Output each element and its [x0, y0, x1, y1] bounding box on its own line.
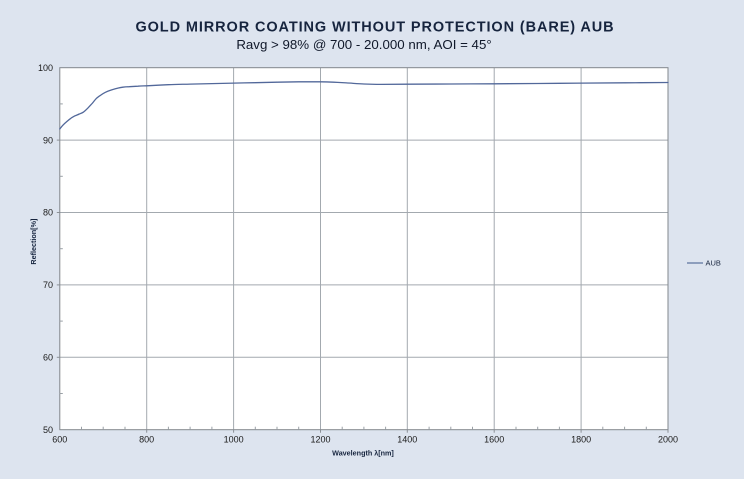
svg-text:800: 800: [139, 435, 154, 445]
svg-text:1000: 1000: [224, 435, 244, 445]
svg-text:Ravg > 98% @ 700 - 20.000 nm,: Ravg > 98% @ 700 - 20.000 nm, AOI = 45°: [236, 37, 491, 52]
svg-text:2000: 2000: [658, 435, 678, 445]
svg-text:AUB: AUB: [706, 259, 721, 268]
svg-text:1200: 1200: [310, 435, 330, 445]
svg-text:60: 60: [43, 353, 53, 363]
svg-text:70: 70: [43, 280, 53, 290]
svg-text:Wavelength λ[nm]: Wavelength λ[nm]: [332, 448, 394, 457]
svg-text:50: 50: [43, 425, 53, 435]
svg-text:1800: 1800: [571, 435, 591, 445]
svg-text:600: 600: [52, 435, 67, 445]
svg-text:1400: 1400: [397, 435, 417, 445]
svg-text:Reflection[%]: Reflection[%]: [29, 219, 38, 265]
svg-text:GOLD MIRROR COATING WITHOUT PR: GOLD MIRROR COATING WITHOUT PROTECTION (…: [135, 19, 614, 35]
svg-text:1600: 1600: [484, 435, 504, 445]
svg-text:90: 90: [43, 135, 53, 145]
svg-text:100: 100: [38, 63, 53, 73]
svg-text:80: 80: [43, 208, 53, 218]
